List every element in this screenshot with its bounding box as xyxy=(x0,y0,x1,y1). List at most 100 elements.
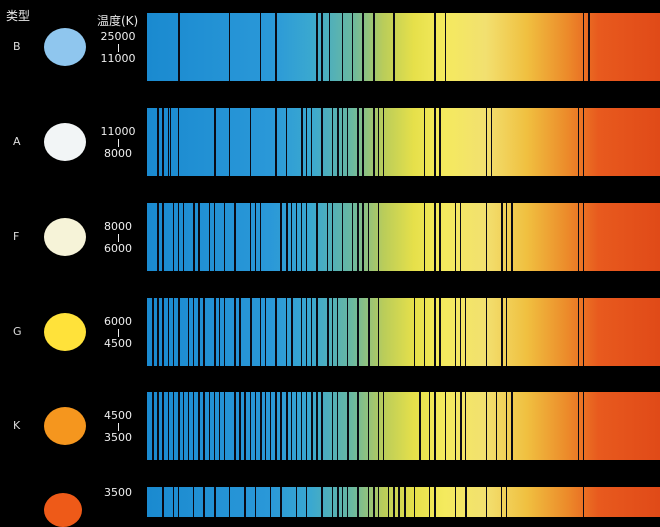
temperature-range: 4500 3500 xyxy=(98,410,138,444)
absorption-line xyxy=(193,487,195,517)
absorption-line xyxy=(172,487,174,517)
spectral-row: B 25000 11000 xyxy=(0,13,660,81)
absorption-line xyxy=(244,392,246,460)
absorption-line xyxy=(321,108,323,176)
absorption-line xyxy=(311,298,313,366)
absorption-line xyxy=(434,392,436,460)
absorption-line xyxy=(336,487,339,517)
absorption-line xyxy=(588,13,591,81)
star-color-swatch xyxy=(44,28,86,66)
temperature-high: 11000 xyxy=(100,125,136,138)
absorption-line xyxy=(157,203,160,271)
absorption-line xyxy=(511,392,514,460)
absorption-line xyxy=(300,392,303,460)
temperature-high: 6000 xyxy=(104,315,132,328)
absorption-line xyxy=(362,108,364,176)
temperature-high: 3500 xyxy=(104,486,132,499)
absorption-line xyxy=(193,392,195,460)
absorption-line xyxy=(172,203,174,271)
absorption-line xyxy=(198,203,200,271)
absorption-line xyxy=(177,392,180,460)
absorption-line xyxy=(377,203,380,271)
absorption-line xyxy=(485,487,487,517)
absorption-line xyxy=(490,108,492,176)
star-color-swatch xyxy=(44,123,86,161)
absorption-line xyxy=(367,298,370,366)
absorption-line xyxy=(234,203,237,271)
absorption-line xyxy=(321,392,323,460)
absorption-line xyxy=(362,13,364,81)
absorption-line xyxy=(203,392,206,460)
absorption-line xyxy=(162,298,164,366)
type-column-header: 类型 xyxy=(6,9,31,23)
absorption-line xyxy=(459,392,462,460)
absorption-line xyxy=(311,108,313,176)
absorption-line xyxy=(182,203,185,271)
absorption-line xyxy=(270,392,272,460)
absorption-line xyxy=(439,203,441,271)
absorption-line xyxy=(177,203,180,271)
absorption-line xyxy=(259,298,262,366)
absorption-line xyxy=(264,298,267,366)
absorption-line xyxy=(218,298,221,366)
absorption-line xyxy=(382,108,385,176)
absorption-line xyxy=(285,203,288,271)
star-color-swatch xyxy=(44,218,86,256)
absorption-line xyxy=(500,203,503,271)
absorption-line xyxy=(239,392,241,460)
absorption-line xyxy=(413,487,416,517)
absorption-line xyxy=(357,108,359,176)
absorption-line xyxy=(434,108,436,176)
spectral-row: K 4500 3500 xyxy=(0,392,660,460)
absorption-line xyxy=(413,298,416,366)
absorption-line xyxy=(254,487,257,517)
absorption-line xyxy=(459,298,462,366)
absorption-line xyxy=(213,487,216,517)
absorption-line xyxy=(213,108,216,176)
absorption-line xyxy=(244,487,246,517)
absorption-line xyxy=(285,392,288,460)
absorption-line xyxy=(341,203,344,271)
absorption-line xyxy=(157,392,159,460)
absorption-line xyxy=(239,298,241,366)
absorption-line xyxy=(577,108,580,176)
absorption-line xyxy=(259,392,262,460)
absorption-line xyxy=(306,487,308,517)
absorption-line xyxy=(300,108,303,176)
temperature-low: 4500 xyxy=(104,337,132,350)
absorption-line xyxy=(193,203,196,271)
spectral-class-label: K xyxy=(13,419,21,432)
temperature-low: 8000 xyxy=(104,147,132,160)
absorption-line xyxy=(347,298,349,366)
star-color-swatch xyxy=(44,493,82,527)
absorption-line xyxy=(162,487,165,517)
absorption-line xyxy=(167,108,169,176)
absorption-line xyxy=(377,298,380,366)
absorption-line xyxy=(280,487,283,517)
absorption-line xyxy=(285,298,287,366)
absorption-line xyxy=(367,487,369,517)
absorption-line xyxy=(577,392,580,460)
absorption-line xyxy=(403,487,406,517)
absorption-line xyxy=(223,392,226,460)
absorption-line xyxy=(213,298,216,366)
absorption-line xyxy=(167,392,169,460)
absorption-line xyxy=(434,487,436,517)
spectrum-band xyxy=(147,203,660,271)
absorption-line xyxy=(424,203,426,271)
temperature-high: 8000 xyxy=(104,220,132,233)
absorption-line xyxy=(306,392,308,460)
spectrum-band xyxy=(147,298,660,366)
temperature-low: 11000 xyxy=(100,52,136,65)
absorption-line xyxy=(306,298,308,366)
absorption-line xyxy=(316,203,319,271)
absorption-line xyxy=(193,298,195,366)
absorption-line xyxy=(280,203,282,271)
absorption-line xyxy=(341,13,344,81)
absorption-line xyxy=(259,13,262,81)
absorption-line xyxy=(177,13,180,81)
range-tick xyxy=(117,44,119,52)
absorption-line xyxy=(254,203,257,271)
absorption-line xyxy=(357,298,359,366)
absorption-line xyxy=(234,298,236,366)
